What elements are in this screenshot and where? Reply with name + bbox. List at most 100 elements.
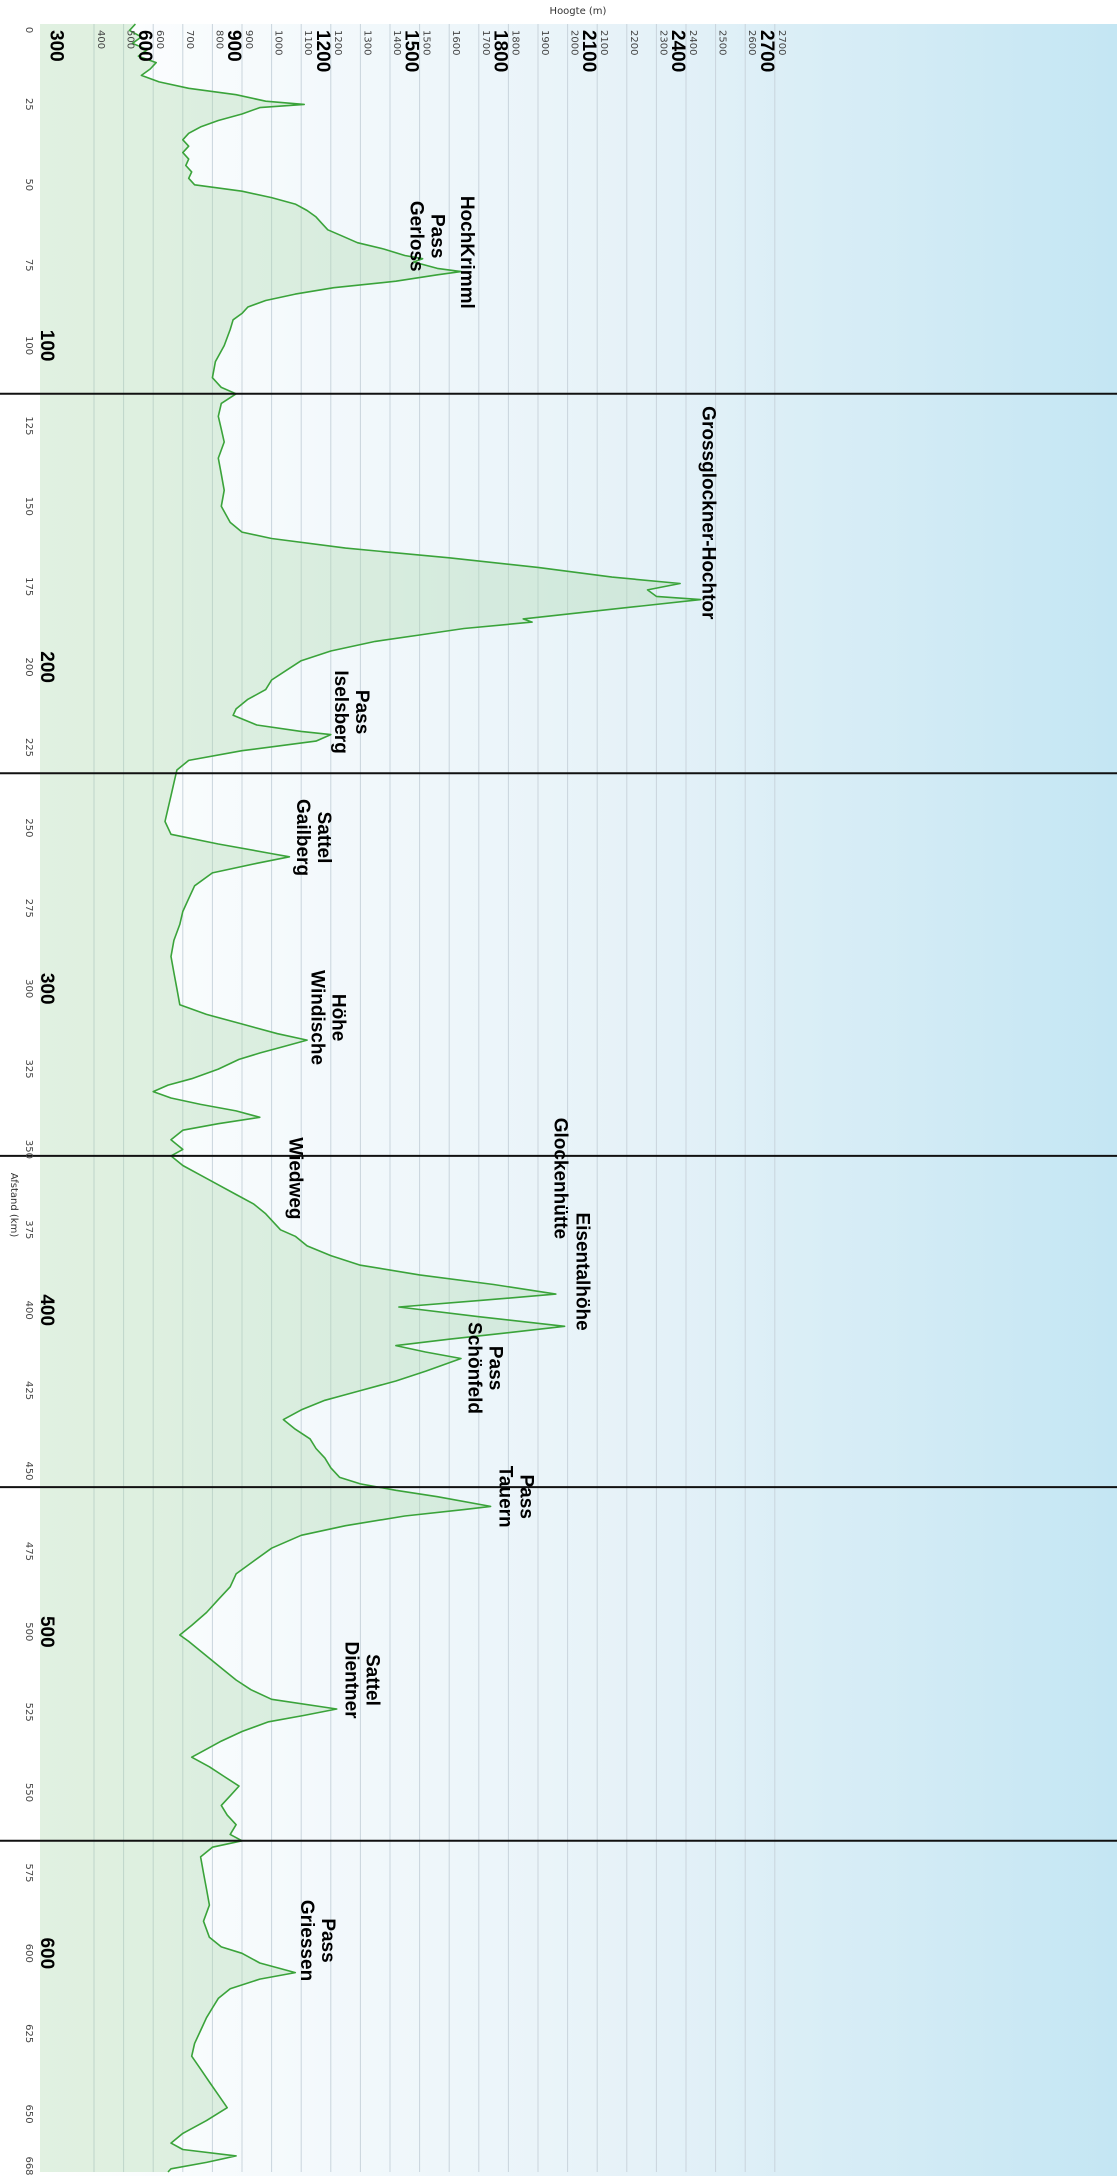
distance-tick-150: 150 bbox=[23, 497, 34, 516]
distance-tick-0: 0 bbox=[23, 27, 34, 33]
profile-line bbox=[128, 23, 702, 2173]
y-axis-title: Hoogte (m) bbox=[550, 6, 607, 17]
height-tick-1500: 1500 bbox=[421, 30, 432, 55]
peak-annotation-11: Dientner Sattel bbox=[341, 1641, 383, 1719]
height-tick-1600: 1600 bbox=[450, 30, 461, 55]
height-tick-2000: 2000 bbox=[569, 30, 580, 55]
peak-label-text: Sattel bbox=[362, 1654, 383, 1706]
height-label-2700: 2700 bbox=[756, 30, 777, 72]
peak-label-text: HochKrimml bbox=[456, 196, 477, 309]
height-tick-1700: 1700 bbox=[480, 30, 491, 55]
peak-label-text: Iselsberg bbox=[330, 670, 351, 753]
peak-annotations: Gerloss Pass HochKrimmlGrossglockner-Hocht… bbox=[284, 196, 718, 1981]
height-tick-1300: 1300 bbox=[361, 30, 372, 55]
height-label-600: 600 bbox=[134, 30, 155, 62]
distance-ticks: 0 25 50 75 100 125 150 175 200 225 250 275 300 325 350… bbox=[23, 27, 34, 2176]
height-tick-2500: 2500 bbox=[717, 30, 728, 55]
height-label-300: 300 bbox=[45, 30, 66, 62]
profile-area bbox=[40, 23, 702, 2173]
distance-tick-475: 475 bbox=[23, 1542, 34, 1561]
distance-tick-200: 200 bbox=[23, 658, 34, 677]
peak-label-text: Pass bbox=[427, 214, 448, 258]
peak-label-text: Griessen bbox=[296, 1900, 317, 1981]
height-tick-2600: 2600 bbox=[746, 30, 757, 55]
distance-tick-100: 100 bbox=[23, 336, 34, 355]
peak-label-text: Gailberg bbox=[292, 799, 313, 876]
height-tick-600: 600 bbox=[154, 30, 165, 49]
distance-tick-500: 500 bbox=[23, 1622, 34, 1641]
distance-label-100: 100 bbox=[36, 330, 57, 362]
distance-tick-125: 125 bbox=[23, 416, 34, 435]
height-label-1200: 1200 bbox=[312, 30, 333, 72]
height-label-900: 900 bbox=[223, 30, 244, 62]
peak-label-text: Pass bbox=[484, 1346, 505, 1390]
height-tick-2300: 2300 bbox=[657, 30, 668, 55]
distance-tick-25: 25 bbox=[23, 98, 34, 111]
height-tick-2100: 2100 bbox=[598, 30, 609, 55]
height-tick-2400: 2400 bbox=[687, 30, 698, 55]
plot-background bbox=[40, 24, 1117, 2176]
height-tick-800: 800 bbox=[213, 30, 224, 49]
distance-label-400: 400 bbox=[36, 1294, 57, 1326]
distance-tick-400: 400 bbox=[23, 1301, 34, 1320]
peak-label-text: Gerloss bbox=[406, 201, 427, 272]
height-label-1500: 1500 bbox=[401, 30, 422, 72]
peak-annotation-1: HochKrimml bbox=[456, 196, 477, 309]
height-tick-1000: 1000 bbox=[273, 30, 284, 55]
peak-annotation-9: Schönfeld Pass bbox=[463, 1322, 505, 1414]
peak-label-text: Eisentalhöhe bbox=[572, 1212, 593, 1330]
peak-annotation-6: Wiedweg bbox=[284, 1137, 305, 1219]
peak-label-text: Tauern bbox=[495, 1466, 516, 1528]
distance-tick-575: 575 bbox=[23, 1863, 34, 1882]
distance-tick-668: 668 bbox=[23, 2156, 34, 2175]
peak-annotation-8: Eisentalhöhe bbox=[572, 1212, 593, 1330]
distance-tick-450: 450 bbox=[23, 1461, 34, 1480]
peak-label-text: Sattel bbox=[313, 812, 334, 864]
height-tick-2200: 2200 bbox=[628, 30, 639, 55]
distance-tick-625: 625 bbox=[23, 2024, 34, 2043]
height-label-2100: 2100 bbox=[578, 30, 599, 72]
distance-tick-550: 550 bbox=[23, 1783, 34, 1802]
height-tick-500: 500 bbox=[125, 30, 136, 49]
peak-label-text: Pass bbox=[351, 690, 372, 734]
peak-label-text: Wiedweg bbox=[284, 1137, 305, 1219]
height-tick-1800: 1800 bbox=[509, 30, 520, 55]
peak-annotation-4: Gailberg Sattel bbox=[292, 799, 334, 876]
height-tick-2700: 2700 bbox=[776, 30, 787, 55]
x-axis-title: Afstand (km) bbox=[8, 1173, 19, 1238]
distance-tick-425: 425 bbox=[23, 1381, 34, 1400]
distance-tick-75: 75 bbox=[23, 259, 34, 272]
peak-annotation-3: Iselsberg Pass bbox=[330, 670, 372, 753]
distance-label-500: 500 bbox=[36, 1616, 57, 1648]
peak-annotation-2: Grossglockner-Hochtor bbox=[697, 406, 718, 620]
peak-label-text: Höhe bbox=[328, 994, 349, 1042]
distance-major-labels: 100 200 300 400 500 600 bbox=[36, 330, 57, 1969]
stage-dividers bbox=[0, 392, 1117, 1842]
peak-annotation-12: Griessen Pass bbox=[296, 1900, 338, 1981]
distance-tick-300: 300 bbox=[23, 979, 34, 998]
peak-label-text: Windische bbox=[307, 970, 328, 1065]
height-tick-1200: 1200 bbox=[332, 30, 343, 55]
height-ticks: 400 500 600 700 800 900 1000 1100 1200 1300 1400 15… bbox=[95, 30, 787, 55]
distance-tick-175: 175 bbox=[23, 577, 34, 596]
height-label-1800: 1800 bbox=[489, 30, 510, 72]
profile-fill bbox=[40, 24, 701, 2172]
height-tick-1400: 1400 bbox=[391, 30, 402, 55]
distance-tick-250: 250 bbox=[23, 818, 34, 837]
distance-tick-375: 375 bbox=[23, 1220, 34, 1239]
height-tick-400: 400 bbox=[95, 30, 106, 49]
height-tick-900: 900 bbox=[243, 30, 254, 49]
distance-tick-600: 600 bbox=[23, 1944, 34, 1963]
peak-annotation-5: Windische Höhe bbox=[307, 970, 349, 1065]
height-tick-1100: 1100 bbox=[302, 30, 313, 55]
peak-label-text: Grossglockner-Hochtor bbox=[697, 406, 718, 620]
height-tick-1900: 1900 bbox=[539, 30, 550, 55]
peak-label-text: Dientner bbox=[341, 1641, 362, 1719]
distance-label-300: 300 bbox=[36, 973, 57, 1005]
peak-label-text: Glockenhütte bbox=[549, 1118, 570, 1239]
peak-annotation-0: Gerloss Pass bbox=[406, 201, 448, 272]
peak-label-text: Pass bbox=[516, 1475, 537, 1519]
distance-tick-525: 525 bbox=[23, 1703, 34, 1722]
height-label-2400: 2400 bbox=[667, 30, 688, 72]
peak-label-text: Pass bbox=[317, 1918, 338, 1962]
